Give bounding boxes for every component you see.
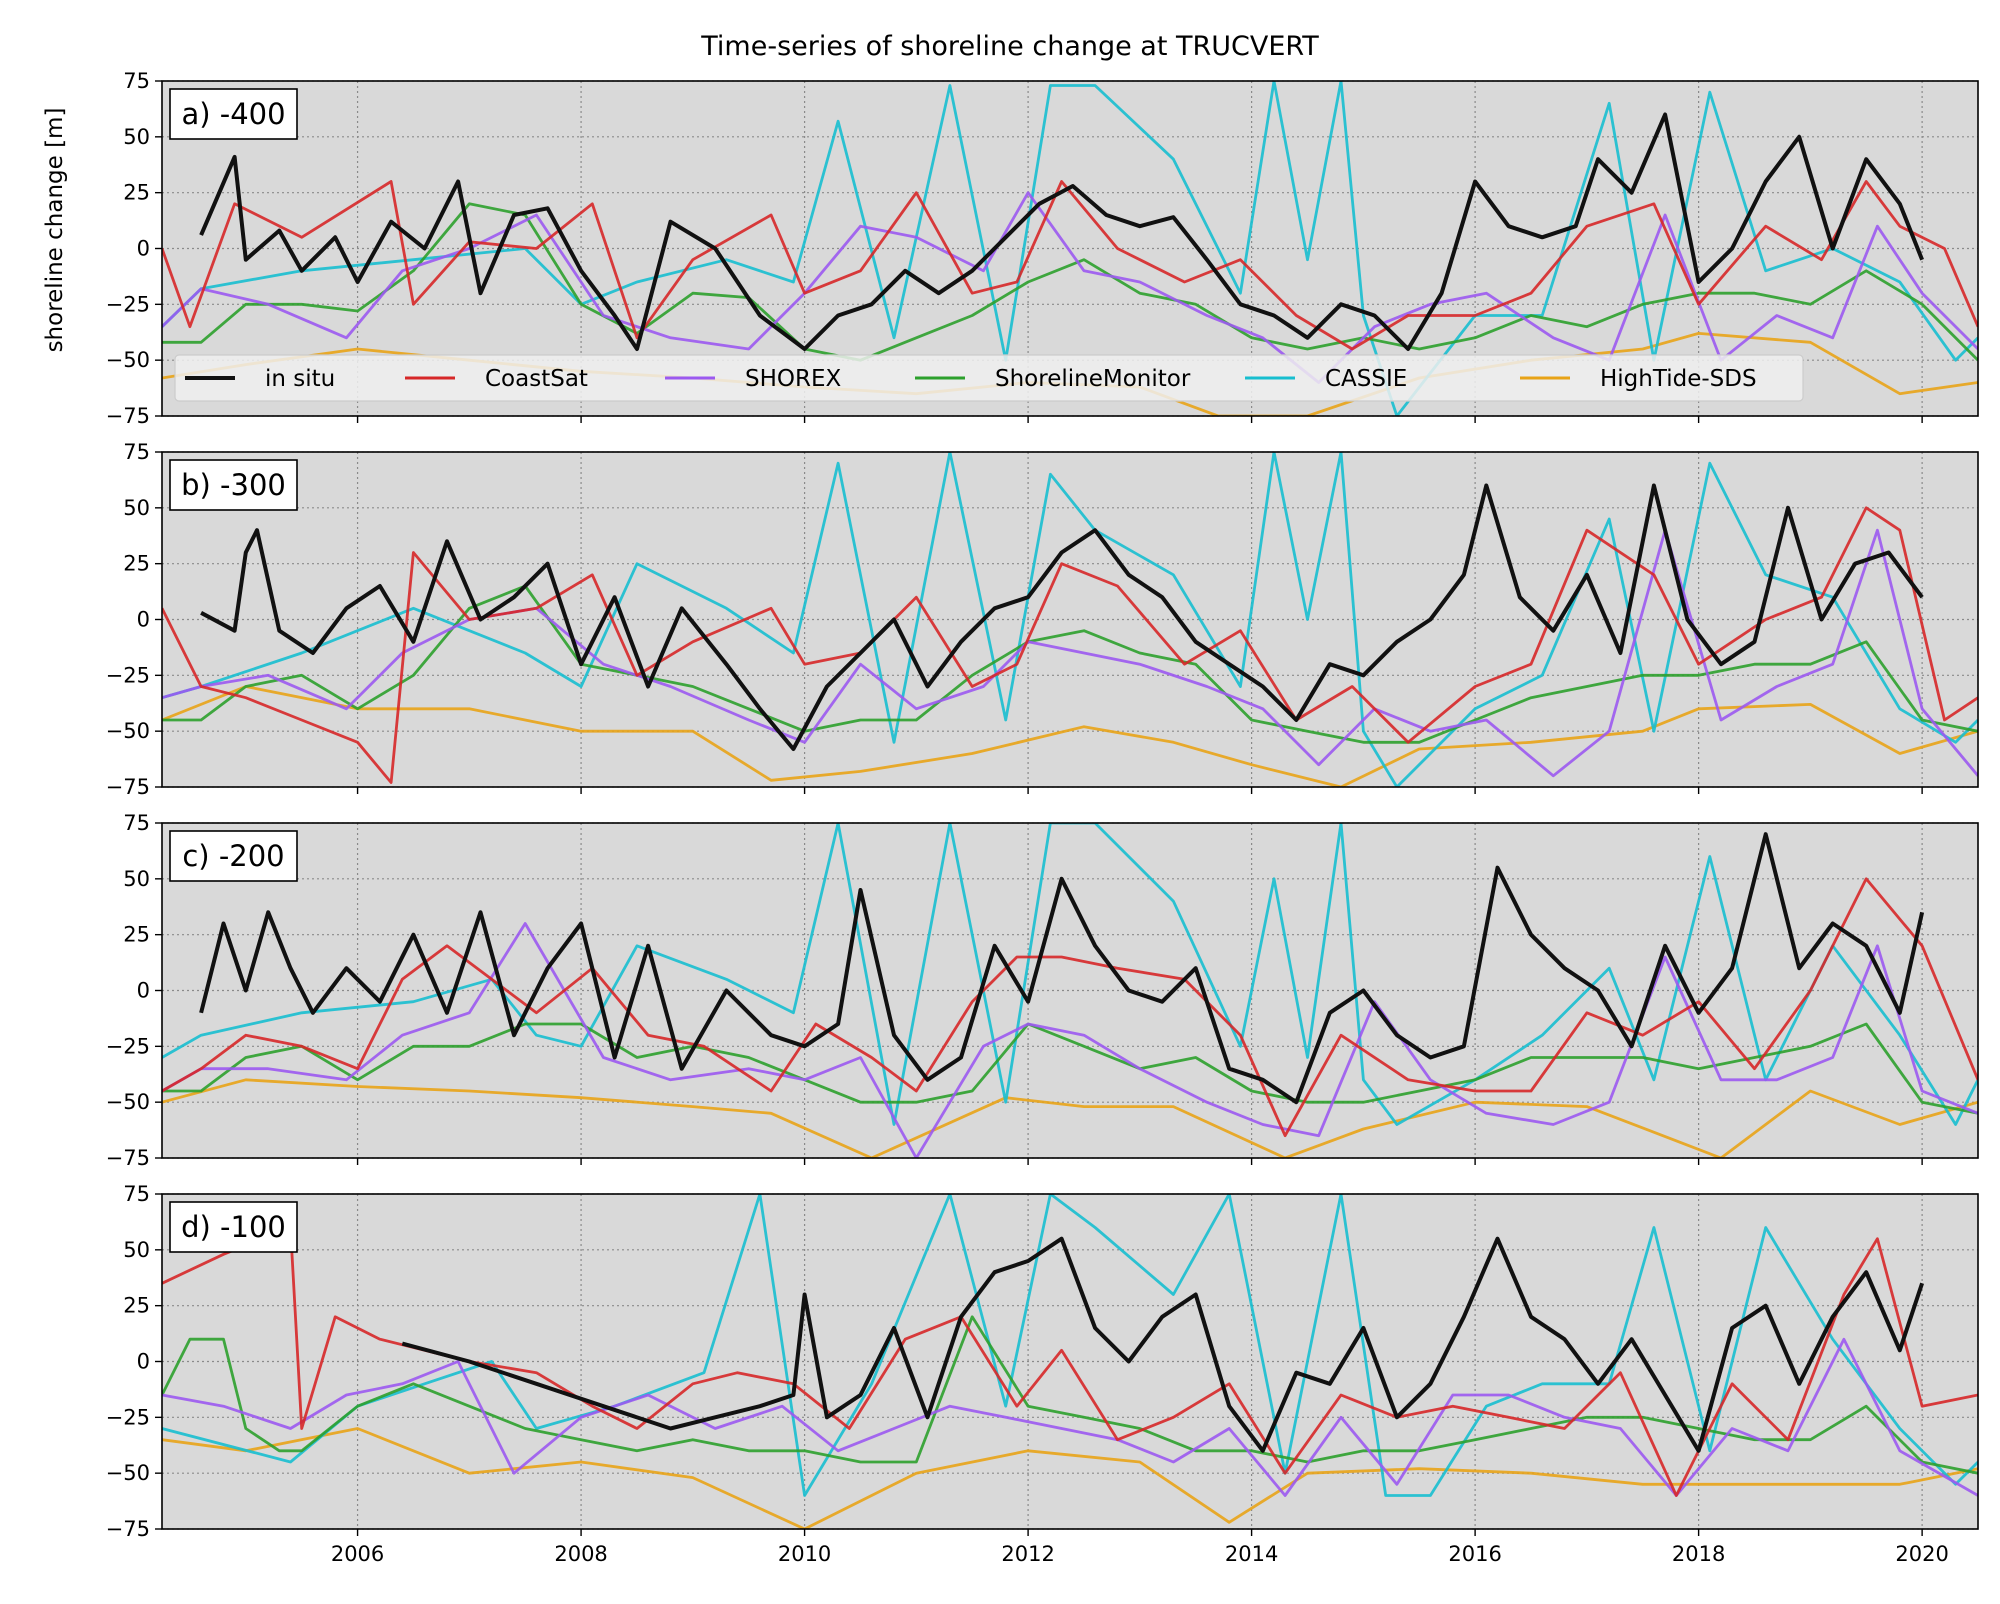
y-tick-label: 50 bbox=[123, 1238, 150, 1262]
legend-label-hightide-sds: HighTide-SDS bbox=[1600, 366, 1757, 392]
y-tick-label: −25 bbox=[106, 1034, 150, 1058]
series-line-hightide-sds bbox=[162, 685, 1978, 787]
panel-2: −75 −50 −25 0 25 50 75 b) -300 bbox=[106, 440, 1979, 799]
series-line-shorelinemonitor bbox=[162, 202, 1978, 362]
y-tick-label: −75 bbox=[106, 775, 150, 799]
series-line-coastsat bbox=[162, 180, 1978, 351]
series-line-shorelinemonitor bbox=[162, 1315, 1978, 1475]
y-tick-label: −25 bbox=[106, 1405, 150, 1429]
x-tick-label: 2020 bbox=[1895, 1542, 1948, 1566]
x-tick-label: 2006 bbox=[331, 1542, 384, 1566]
legend: in situ CoastSat SHOREX ShorelineMonitor CAS… bbox=[174, 354, 1804, 402]
chart-title: Time-series of shoreline change at TRUCV… bbox=[700, 31, 1319, 62]
panel-label: d) -100 bbox=[169, 1201, 298, 1253]
series-line-cassie bbox=[162, 823, 1978, 1126]
legend-label-cassie: CASSIE bbox=[1325, 366, 1407, 392]
panel-label-box bbox=[169, 1201, 298, 1253]
y-tick-label: 75 bbox=[123, 69, 150, 93]
series-line-in-situ bbox=[199, 832, 1925, 1105]
panels-group: −75 −50 −25 0 25 50 75 a) -400 −75 −50 −25 0 25 50 75 b… bbox=[106, 69, 1979, 1566]
legend-label-in-situ: in situ bbox=[265, 366, 335, 392]
series-line-coastsat bbox=[162, 877, 1978, 1138]
plot-background bbox=[162, 452, 1978, 787]
y-tick-label: −75 bbox=[106, 1146, 150, 1170]
y-tick-label: −25 bbox=[106, 292, 150, 316]
panel-label-text: c) -200 bbox=[182, 839, 284, 873]
panel-label: c) -200 bbox=[169, 830, 298, 882]
grid bbox=[162, 80, 1978, 417]
series-line-in-situ bbox=[199, 112, 1924, 351]
series-line-in-situ bbox=[200, 483, 1924, 751]
x-tick-label: 2012 bbox=[1001, 1542, 1054, 1566]
y-tick-label: 75 bbox=[123, 440, 150, 464]
series-line-cassie bbox=[162, 1194, 1978, 1497]
y-tick-label: 75 bbox=[123, 1182, 150, 1206]
panel-label-text: d) -100 bbox=[181, 1210, 286, 1244]
legend-label-shorelinemonitor: ShorelineMonitor bbox=[995, 366, 1191, 392]
legend-label-shorex: SHOREX bbox=[745, 366, 842, 392]
series-line-cassie bbox=[162, 81, 1978, 416]
panel-label-box bbox=[169, 459, 298, 511]
panel-4: −75 −50 −25 0 25 50 75 2006 2008 2010 2012 2014 2016… bbox=[106, 1182, 1979, 1566]
x-tick-label: 2008 bbox=[554, 1542, 607, 1566]
grid bbox=[162, 451, 1978, 788]
y-tick-label: 50 bbox=[123, 125, 150, 149]
y-tick-label: −75 bbox=[106, 1517, 150, 1541]
series-line-hightide-sds bbox=[162, 1078, 1978, 1158]
panel-3: −75 −50 −25 0 25 50 75 c) -200 bbox=[106, 811, 1979, 1170]
series-line-hightide-sds bbox=[162, 1427, 1978, 1529]
x-tick-label: 2010 bbox=[778, 1542, 831, 1566]
series-line-shorelinemonitor bbox=[162, 1022, 1978, 1115]
y-tick-label: −50 bbox=[106, 1090, 150, 1114]
series-line-shorex bbox=[162, 1337, 1978, 1497]
y-tick-label: 25 bbox=[123, 181, 150, 205]
panel-label-text: b) -300 bbox=[181, 468, 286, 502]
y-tick-label: −50 bbox=[106, 348, 150, 372]
y-tick-label: −50 bbox=[106, 719, 150, 743]
series-group bbox=[162, 1194, 1978, 1529]
y-tick-label: −75 bbox=[106, 404, 150, 428]
y-tick-label: 0 bbox=[137, 237, 150, 261]
x-tick-label: 2014 bbox=[1225, 1542, 1278, 1566]
legend-box bbox=[174, 354, 1804, 402]
series-group bbox=[162, 452, 1978, 787]
series-line-shorex bbox=[162, 922, 1978, 1158]
y-axis-label: shoreline change [m] bbox=[42, 108, 68, 353]
x-tick-label: 2016 bbox=[1448, 1542, 1501, 1566]
panel-label-box bbox=[169, 88, 298, 140]
x-tick-label: 2018 bbox=[1672, 1542, 1725, 1566]
panel-label-text: a) -400 bbox=[181, 97, 285, 131]
series-group bbox=[162, 823, 1978, 1158]
series-line-shorelinemonitor bbox=[162, 584, 1978, 744]
y-tick-label: 25 bbox=[123, 923, 150, 947]
panel-label-box bbox=[169, 830, 298, 882]
y-tick-label: 75 bbox=[123, 811, 150, 835]
y-tick-label: 0 bbox=[137, 608, 150, 632]
panel-label: b) -300 bbox=[169, 459, 298, 511]
panel-label: a) -400 bbox=[169, 88, 298, 140]
y-tick-label: 50 bbox=[123, 867, 150, 891]
y-tick-label: 50 bbox=[123, 496, 150, 520]
y-tick-label: 25 bbox=[123, 1294, 150, 1318]
y-tick-label: 0 bbox=[137, 979, 150, 1003]
y-tick-label: −50 bbox=[106, 1461, 150, 1485]
y-tick-label: 25 bbox=[123, 552, 150, 576]
series-line-coastsat bbox=[162, 506, 1978, 784]
legend-label-coastsat: CoastSat bbox=[485, 366, 588, 392]
series-line-in-situ bbox=[401, 1236, 1924, 1453]
grid bbox=[162, 822, 1978, 1159]
y-tick-label: −25 bbox=[106, 663, 150, 687]
y-tick-label: 0 bbox=[137, 1350, 150, 1374]
grid bbox=[162, 1193, 1978, 1530]
